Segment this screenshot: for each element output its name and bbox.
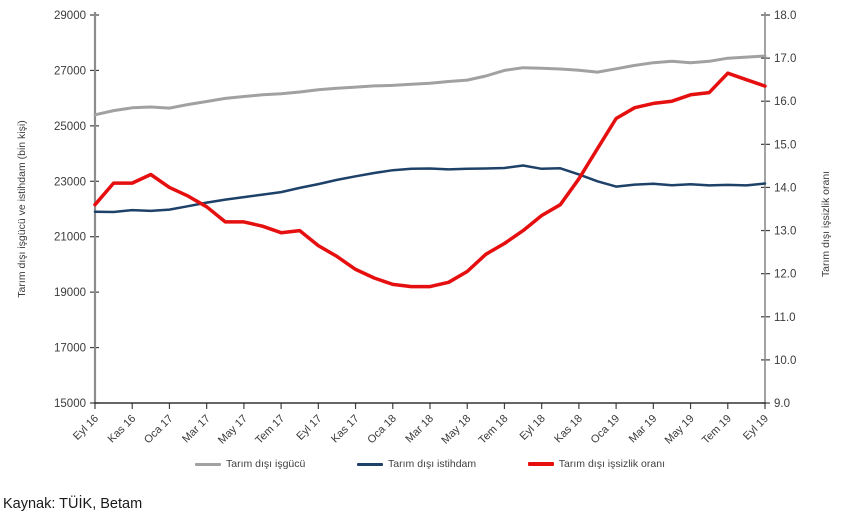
right-axis-tick-label: 10.0	[774, 355, 796, 367]
right-axis-tick-label: 14.0	[774, 182, 796, 194]
legend-label: Tarım dışı işsizlik oranı	[558, 458, 665, 470]
x-axis-tick-label: May 17	[216, 413, 250, 447]
right-axis-tick-label: 18.0	[774, 10, 796, 22]
legend-label: Tarım dışı istihdam	[388, 458, 477, 470]
x-axis-tick-label: Kas 16	[106, 413, 139, 446]
line-chart: 15000 17000 19000 21000 23000 25000 27000 29000…	[16, 10, 832, 447]
chart-legend: Tarım dışı işgücü Tarım dışı istihdam Ta…	[195, 458, 665, 470]
left-axis-tick-label: 23000	[54, 176, 86, 188]
legend-swatch-gray-line	[195, 462, 221, 466]
x-axis-tick-label: Tem 18	[477, 413, 511, 447]
right-axis-tick-label: 12.0	[774, 269, 796, 281]
x-axis-tick-label: Mar 17	[180, 413, 213, 446]
left-axis-tick-label: 17000	[54, 343, 86, 355]
right-axis-tick-label: 15.0	[774, 139, 796, 151]
left-axis-tick-label: 19000	[54, 287, 86, 299]
series-line-gray	[93, 54, 767, 117]
left-axis-tick-label: 25000	[54, 121, 86, 133]
x-axis-tick-label: Tem 17	[253, 413, 287, 447]
x-axis-tick-label: Kas 17	[329, 413, 362, 446]
x-axis-tick-label: Mar 18	[403, 413, 436, 446]
x-axis-tick-label: Eyl 19	[741, 413, 771, 443]
legend-item-isgucu: Tarım dışı işgücü	[195, 458, 305, 470]
legend-item-istihdam: Tarım dışı istihdam	[357, 458, 476, 470]
x-axis-tick-label: Oca 18	[365, 413, 399, 447]
series-line-red	[93, 71, 767, 289]
legend-swatch-blue-line	[357, 462, 384, 466]
left-axis-tick-label: 15000	[54, 398, 86, 410]
x-axis-tick-label: Kas 18	[552, 413, 585, 446]
x-axis-tick-label: Eyl 16	[71, 413, 101, 443]
right-axis-tick-label: 11.0	[774, 312, 796, 324]
x-axis-tick-label: Eyl 17	[294, 413, 324, 443]
right-axis-tick-label: 17.0	[774, 53, 796, 65]
x-axis-tick-label: May 18	[439, 413, 473, 447]
legend-swatch-red-line	[527, 462, 554, 466]
x-axis-tick-label: May 19	[663, 413, 697, 447]
left-axis-tick-label: 27000	[54, 65, 86, 77]
legend-label: Tarım dışı işgücü	[226, 458, 306, 470]
x-axis-tick-label: Mar 19	[627, 413, 660, 446]
left-axis-tick-label: 21000	[54, 232, 86, 244]
left-axis-title: Tarım dışı işgücü ve istihdam (bin kişi)	[16, 120, 28, 297]
right-axis-title: Tarım dışı işsizlik oranı	[820, 171, 832, 277]
x-axis-tick-label: Tem 19	[700, 413, 734, 447]
right-axis-tick-label: 16.0	[774, 96, 796, 108]
right-axis-tick-label: 13.0	[774, 226, 796, 238]
source-note: Kaynak: TÜİK, Betam	[3, 496, 143, 512]
right-axis-tick-label: 9.0	[774, 398, 790, 410]
series-line-blue	[93, 164, 767, 214]
x-axis-tick-label: Oca 17	[142, 413, 176, 447]
x-axis-tick-label: Oca 19	[589, 413, 623, 447]
x-axis-tick-label: Eyl 18	[518, 413, 548, 443]
left-axis-tick-label: 29000	[54, 10, 86, 22]
legend-item-issizlik-orani: Tarım dışı işsizlik oranı	[527, 458, 665, 470]
